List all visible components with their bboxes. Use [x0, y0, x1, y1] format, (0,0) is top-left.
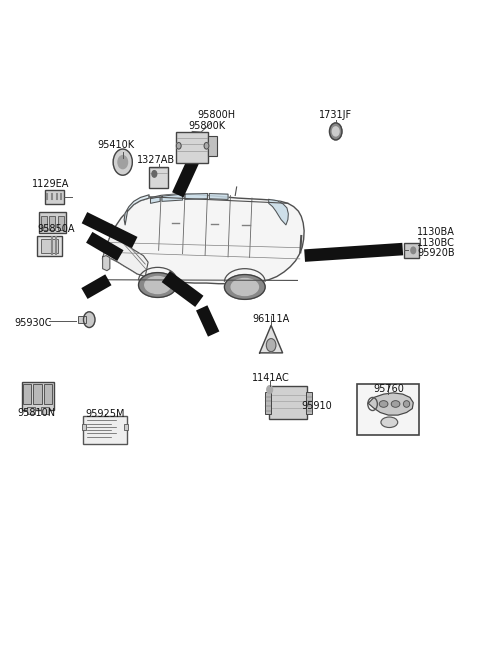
Text: 95925M: 95925M	[85, 409, 125, 419]
Text: 95800K: 95800K	[188, 121, 225, 132]
Text: 96111A: 96111A	[252, 314, 290, 324]
Text: 1731JF: 1731JF	[319, 109, 352, 120]
Text: 95850A: 95850A	[37, 224, 74, 234]
Text: 1327AB: 1327AB	[137, 155, 175, 166]
Text: 1129EA: 1129EA	[32, 179, 70, 189]
Circle shape	[176, 143, 181, 149]
Text: 1141AC: 1141AC	[252, 373, 290, 383]
Polygon shape	[162, 194, 182, 201]
Polygon shape	[368, 393, 413, 415]
Bar	[208, 136, 217, 156]
Bar	[39, 212, 66, 233]
Bar	[41, 238, 58, 253]
Bar	[49, 215, 56, 230]
Bar	[27, 407, 35, 414]
Polygon shape	[103, 194, 304, 284]
Circle shape	[267, 386, 273, 394]
Bar	[82, 424, 86, 430]
Circle shape	[266, 339, 276, 352]
Bar	[357, 384, 420, 435]
Ellipse shape	[391, 401, 400, 407]
Bar	[22, 383, 54, 410]
Bar	[306, 392, 312, 414]
Circle shape	[332, 127, 339, 136]
Ellipse shape	[225, 274, 265, 299]
Polygon shape	[185, 193, 207, 199]
Circle shape	[411, 247, 416, 253]
Bar	[44, 384, 52, 404]
Ellipse shape	[231, 278, 258, 295]
Text: 95810N: 95810N	[18, 407, 56, 418]
Text: 1130BA: 1130BA	[417, 227, 455, 237]
Bar	[37, 236, 62, 255]
Ellipse shape	[381, 417, 398, 428]
Bar	[84, 417, 127, 444]
Polygon shape	[260, 326, 283, 353]
Text: 95930C: 95930C	[14, 318, 52, 328]
Ellipse shape	[139, 272, 177, 297]
Circle shape	[84, 312, 95, 328]
Polygon shape	[209, 193, 228, 199]
Bar	[33, 384, 42, 404]
Polygon shape	[151, 196, 160, 203]
Circle shape	[113, 149, 132, 175]
Bar	[41, 215, 47, 230]
Ellipse shape	[404, 401, 409, 407]
Bar	[265, 392, 271, 414]
Bar	[176, 132, 208, 164]
Circle shape	[329, 123, 342, 140]
Polygon shape	[103, 255, 110, 271]
Text: 95410K: 95410K	[97, 140, 134, 150]
Text: 95800H: 95800H	[197, 109, 235, 120]
Bar	[404, 243, 419, 257]
Text: 95920B: 95920B	[417, 248, 455, 258]
Text: 95760: 95760	[373, 384, 404, 394]
Bar	[149, 167, 168, 187]
Circle shape	[204, 143, 209, 149]
Text: 1130BC: 1130BC	[417, 238, 455, 248]
Text: 95910: 95910	[301, 400, 332, 411]
Bar	[124, 424, 129, 430]
Bar	[45, 189, 64, 204]
Bar	[23, 384, 31, 404]
Bar	[41, 407, 49, 414]
Polygon shape	[106, 248, 113, 255]
Ellipse shape	[379, 401, 388, 407]
Polygon shape	[269, 199, 288, 225]
Polygon shape	[103, 224, 148, 276]
Polygon shape	[124, 195, 149, 225]
Bar	[269, 386, 307, 419]
Circle shape	[152, 171, 157, 177]
Circle shape	[118, 156, 128, 169]
Bar	[58, 215, 64, 230]
Ellipse shape	[145, 276, 170, 293]
Bar	[78, 316, 85, 323]
